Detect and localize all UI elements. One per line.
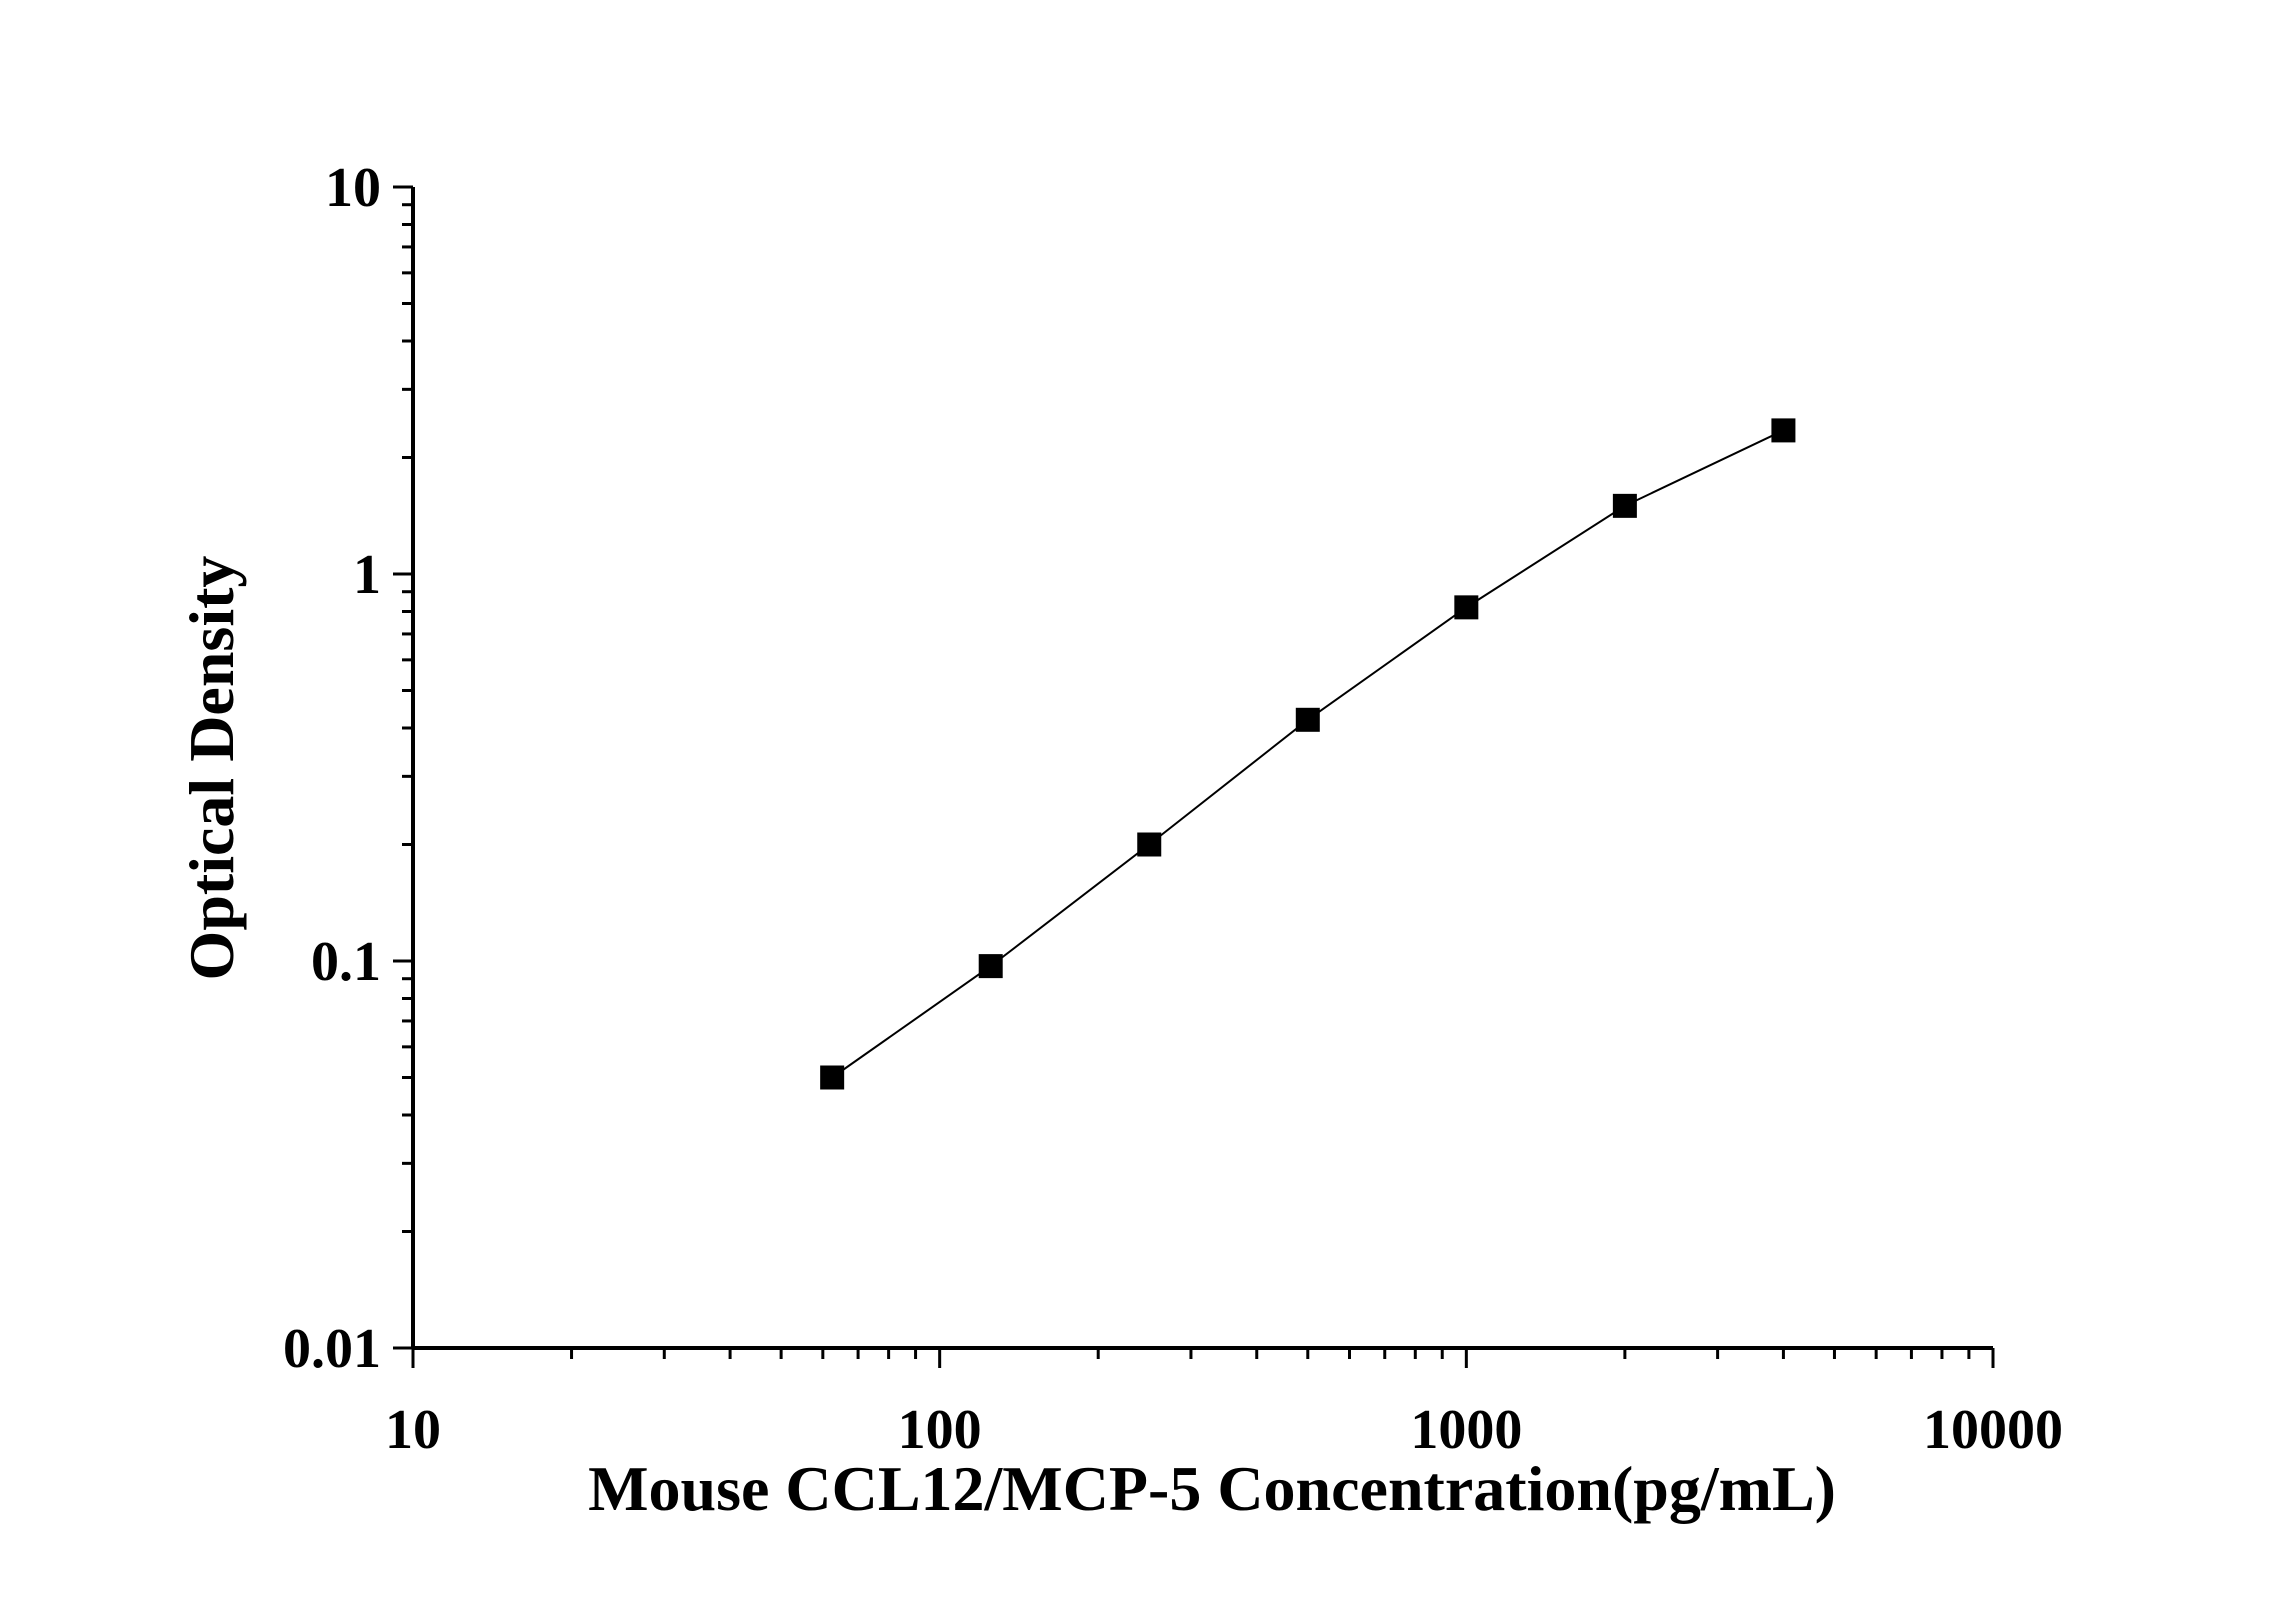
x-tick-label: 10 [385,1399,441,1461]
data-point [1137,832,1162,857]
data-point [978,954,1003,979]
y-tick-label: 10 [325,157,381,219]
series-line [831,429,1784,1079]
y-tick-label: 0.1 [311,931,381,993]
series [820,418,1796,1090]
x-tick-labels: 10 100 1000 10000 [385,1399,2063,1461]
data-point [1454,595,1479,620]
data-point [1771,418,1796,443]
x-tick-label: 1000 [1410,1399,1522,1461]
x-axis-title: Mouse CCL12/MCP-5 Concentration(pg/mL) [588,1453,1836,1524]
y-axis-title: Optical Density [176,556,247,981]
data-point [1295,707,1320,732]
data-point [820,1065,845,1090]
y-tick-labels: 0.01 0.1 1 10 [283,157,381,1380]
x-tick-label: 10000 [1923,1399,2063,1461]
axes [393,185,1995,1368]
data-point [1612,493,1637,518]
x-tick-label: 100 [898,1399,982,1461]
y-tick-label: 0.01 [283,1318,381,1380]
y-tick-label: 1 [353,544,381,606]
